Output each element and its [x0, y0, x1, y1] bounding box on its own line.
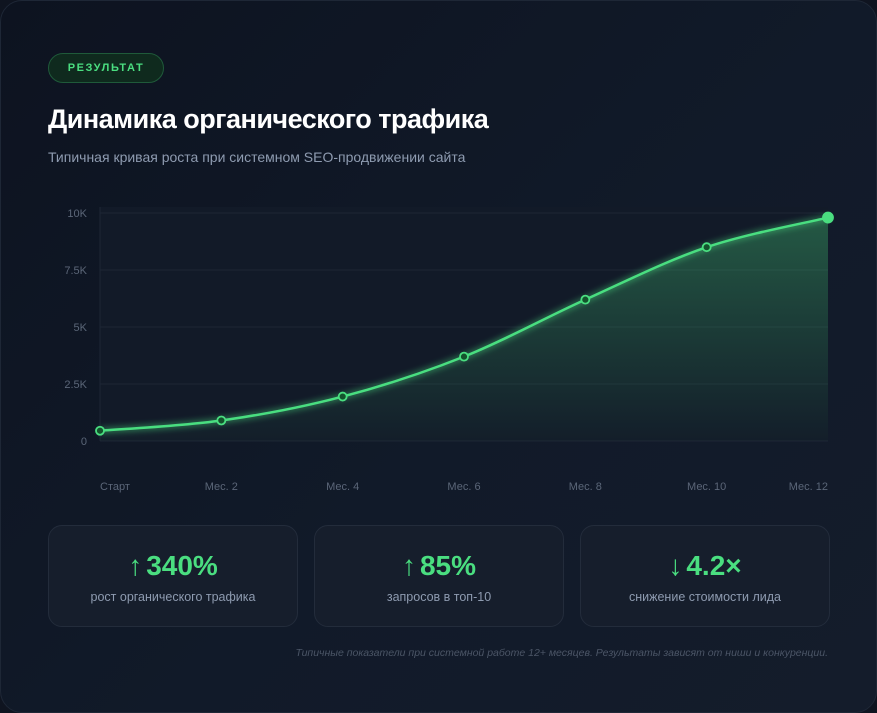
x-tick-label: Мес. 6: [447, 481, 480, 493]
x-tick-label: Мес. 4: [326, 481, 359, 493]
stat-number: 4.2×: [686, 550, 742, 581]
x-tick-label: Мес. 2: [205, 481, 238, 493]
stat-card-lead-cost: ↓ 4.2× снижение стоимости лида: [580, 525, 830, 627]
stat-label: рост органического трафика: [90, 590, 256, 604]
arrow-up-icon: ↑: [401, 550, 416, 581]
footnote: Типичные показатели при системной работе…: [295, 647, 828, 659]
data-point: [216, 415, 227, 426]
stat-value: ↑ 85%: [315, 550, 563, 582]
stat-number: 340%: [146, 550, 218, 581]
y-tick-label: 7.5K: [64, 265, 87, 277]
data-point: [337, 391, 348, 402]
data-point: [580, 294, 591, 305]
x-tick-label: Старт: [100, 481, 130, 493]
stat-value: ↓ 4.2×: [581, 550, 829, 582]
page-subtitle: Типичная кривая роста при системном SEO-…: [48, 149, 466, 165]
x-tick-label: Мес. 10: [687, 481, 726, 493]
stat-label: запросов в топ-10: [386, 590, 492, 604]
stat-value: ↑ 340%: [49, 550, 297, 582]
arrow-up-icon: ↑: [128, 550, 143, 581]
area-fill: [100, 217, 828, 441]
data-point: [701, 242, 712, 253]
stat-number: 85%: [419, 550, 477, 581]
stat-label: снижение стоимости лида: [628, 590, 782, 604]
data-point: [95, 425, 105, 436]
data-point: [459, 351, 469, 362]
result-badge: РЕЗУЛЬТАТ: [48, 53, 164, 83]
arrow-down-icon: ↓: [668, 550, 683, 581]
y-tick-label: 10K: [67, 208, 87, 220]
traffic-chart: 0 2.5K 5K 7.5K 10K Старт Мес. 2 Мес. 4 Мес. 6 Мес…: [64, 207, 834, 493]
y-tick-label: 0: [81, 436, 87, 448]
data-point: [822, 211, 834, 224]
x-tick-label: Мес. 12: [789, 481, 828, 493]
page-title: Динамика органического трафика: [48, 104, 489, 134]
y-tick-label: 2.5K: [64, 379, 87, 391]
x-tick-label: Мес. 8: [569, 481, 602, 493]
y-tick-label: 5K: [74, 322, 88, 334]
stat-card-top10: ↑ 85% запросов в топ-10: [314, 525, 564, 627]
stat-card-traffic: ↑ 340% рост органического трафика: [48, 525, 298, 627]
